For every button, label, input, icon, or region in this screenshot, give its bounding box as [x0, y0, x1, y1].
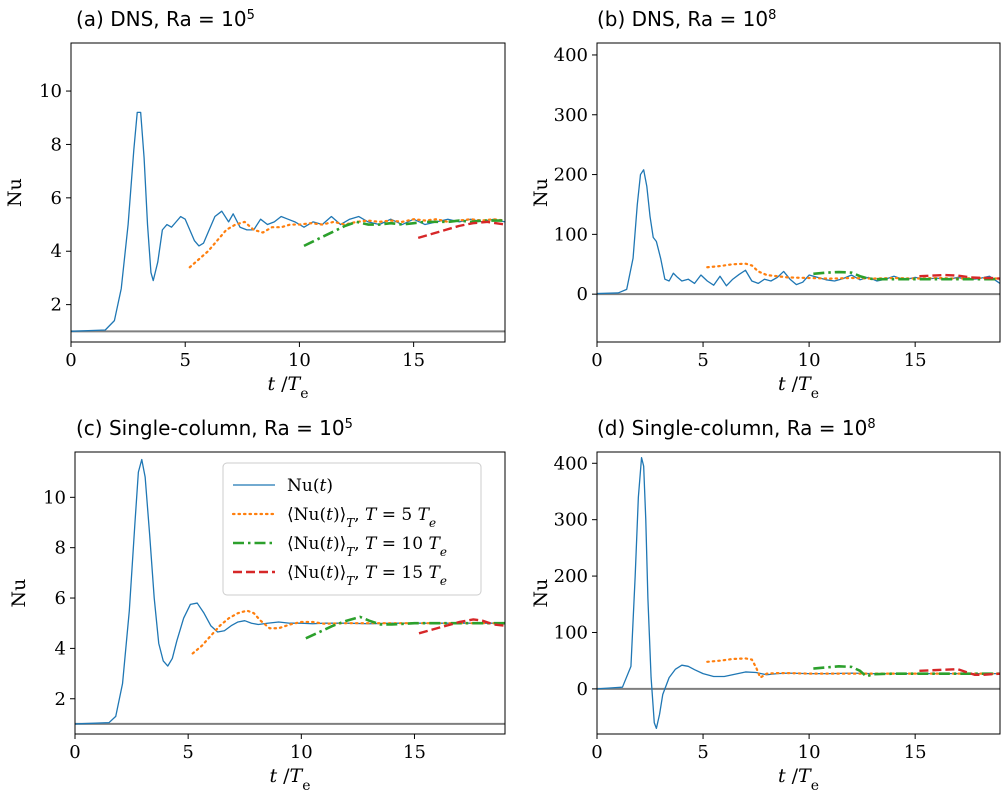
panel-title-exponent: 8: [768, 8, 776, 23]
panel-title-main: (c) Single-column, Ra = 10: [76, 416, 345, 440]
y-tick-label: 8: [51, 134, 62, 155]
panel-b: (b) DNS, Ra = 108 0 5 10 15 0 100 200 300 400 t /T…: [530, 7, 1001, 402]
x-tick-label: 0: [69, 742, 80, 763]
panel-d: (d) Single-column, Ra = 108 0 5 10 15 0 100 200…: [530, 416, 1001, 794]
x-axis-label: t /Te: [267, 373, 308, 402]
y-tick-label: 0: [577, 679, 588, 700]
y-tick-label: 400: [554, 453, 588, 474]
panel-title: (c) Single-column, Ra = 105: [76, 416, 353, 440]
x-tick-label: 10: [798, 742, 821, 763]
legend: Nu(t) ⟨Nu(t)⟩T, T = 5 Te ⟨Nu(t)⟩T, T = 10 …: [222, 462, 482, 596]
y-tick-label: 100: [554, 224, 588, 245]
x-axis-label: t /Te: [778, 373, 819, 402]
series-line-avg15: [919, 667, 1000, 676]
y-tick-label: 10: [39, 81, 62, 102]
x-tick-label: 0: [65, 350, 76, 371]
legend-label-nu: Nu(t): [287, 476, 333, 496]
y-tick-label: 300: [554, 510, 588, 531]
x-tick-label: 10: [288, 350, 311, 371]
y-tick-label: 0: [577, 284, 588, 305]
x-tick-label: 5: [179, 350, 190, 371]
x-tick-label: 0: [591, 742, 602, 763]
series-line-avg10: [813, 665, 1000, 678]
axes-frame: [70, 42, 506, 343]
series-line-avg5: [188, 218, 505, 269]
axes-frame: [596, 42, 1001, 343]
axes-frame: [596, 451, 1001, 735]
legend-label-avg15: ⟨Nu(t)⟩T, T = 15 Te: [287, 563, 447, 588]
x-tick-label: 5: [182, 742, 193, 763]
x-tick-label: 5: [697, 742, 708, 763]
y-axis-label: Nu: [4, 178, 26, 207]
x-tick-label: 15: [904, 742, 927, 763]
y-axis-label: Nu: [530, 579, 552, 608]
y-tick-label: 6: [55, 588, 66, 609]
legend-label-avg10: ⟨Nu(t)⟩T, T = 10 Te: [287, 534, 447, 559]
y-tick-label: 200: [554, 165, 588, 186]
x-tick-label: 10: [290, 742, 313, 763]
series-group: [597, 169, 1000, 295]
y-tick-label: 2: [51, 295, 62, 316]
series-line-avg5: [191, 609, 505, 655]
series-line-avg10: [813, 270, 1000, 281]
series-line-avg15: [418, 618, 505, 635]
series-line-avg10: [305, 615, 505, 640]
y-tick-label: 4: [55, 638, 66, 659]
x-tick-label: 0: [591, 350, 602, 371]
series-group: [75, 458, 505, 725]
y-tick-label: 10: [43, 487, 66, 508]
panel-title-exponent: 5: [247, 8, 255, 23]
y-tick-label: 100: [554, 622, 588, 643]
y-tick-label: 4: [51, 241, 62, 262]
x-axis-label: t /Te: [269, 765, 310, 794]
x-tick-label: 10: [798, 350, 821, 371]
series-line-nu: [71, 111, 505, 332]
series-line-avg15: [417, 220, 505, 240]
panel-title-main: (d) Single-column, Ra = 10: [597, 416, 867, 440]
y-tick-label: 2: [55, 689, 66, 710]
x-tick-label: 15: [403, 742, 426, 763]
series-line-nu: [597, 456, 1000, 730]
series-line-avg15: [919, 273, 1000, 280]
y-tick-label: 400: [554, 45, 588, 66]
x-tick-label: 5: [697, 350, 708, 371]
panel-title-main: (a) DNS, Ra = 10: [76, 7, 247, 31]
axes-frame: [74, 451, 506, 735]
x-tick-label: 15: [904, 350, 927, 371]
y-tick-label: 200: [554, 566, 588, 587]
series-line-avg10: [303, 219, 505, 248]
x-axis-label: t /Te: [778, 765, 819, 794]
y-tick-label: 300: [554, 105, 588, 126]
x-tick-label: 15: [402, 350, 425, 371]
y-axis-label: Nu: [8, 579, 30, 608]
y-tick-label: 8: [55, 538, 66, 559]
panel-title: (d) Single-column, Ra = 108: [597, 416, 876, 440]
panel-title: (b) DNS, Ra = 108: [597, 7, 776, 31]
y-tick-label: 6: [51, 188, 62, 209]
legend-box: [222, 462, 482, 596]
series-group: [597, 456, 1000, 730]
panel-title-main: (b) DNS, Ra = 10: [597, 7, 768, 31]
y-axis-label: Nu: [530, 178, 552, 207]
panel-title-exponent: 5: [345, 417, 353, 432]
panel-title: (a) DNS, Ra = 105: [76, 7, 255, 31]
series-group: [71, 111, 505, 332]
panel-title-exponent: 8: [867, 417, 875, 432]
legend-label-avg5: ⟨Nu(t)⟩T, T = 5 Te: [287, 505, 436, 530]
